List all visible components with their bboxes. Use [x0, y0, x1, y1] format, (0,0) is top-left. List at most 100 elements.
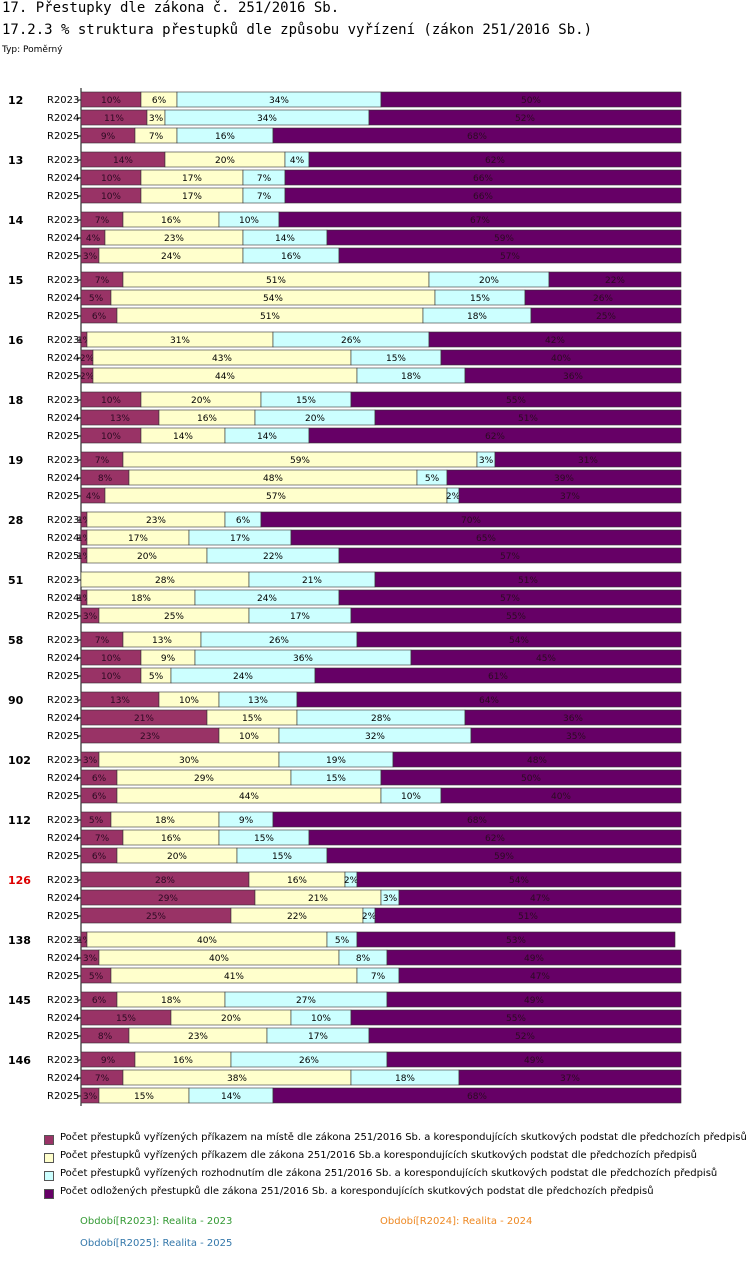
legend-label-on-spot: Počet přestupků vyřízených příkazem na m… [60, 1132, 747, 1143]
legend-label-deferred: Počet odložených přestupků dle zákona 25… [60, 1186, 654, 1197]
bar-value-label: 10% [101, 192, 121, 202]
bar-value-label: 68% [467, 1092, 487, 1102]
bar-segment-deferred [524, 289, 682, 306]
bar-value-label: 6% [152, 96, 167, 106]
bar-value-label: 9% [239, 816, 254, 826]
bar-value-label: 25% [596, 312, 616, 322]
bar-segment-deferred [338, 547, 682, 564]
period-2025: Období[R2025]: Realita - 2025 [80, 1238, 233, 1249]
bar-value-label: 47% [530, 972, 550, 982]
bar-value-label: 14% [173, 432, 193, 442]
bar-value-label: 40% [551, 354, 571, 364]
bar-value-label: 55% [506, 612, 526, 622]
legend-swatch-on-spot [44, 1135, 54, 1145]
bar-segment-deferred [308, 829, 682, 846]
bar-value-label: 49% [524, 1056, 544, 1066]
bar-value-label: 7% [257, 192, 272, 202]
bar-value-label: 17% [128, 534, 148, 544]
row-label: R2024 [47, 893, 79, 904]
bar-value-label: 5% [89, 294, 104, 304]
bar-value-label: 7% [371, 972, 386, 982]
bar-value-label: 51% [518, 576, 538, 586]
bar-segment-deferred [368, 1027, 682, 1044]
bar-value-label: 49% [524, 996, 544, 1006]
bar-value-label: 35% [566, 732, 586, 742]
bar-value-label: 40% [551, 792, 571, 802]
bar-value-label: 18% [467, 312, 487, 322]
bar-segment-deferred [374, 409, 682, 426]
bar-value-label: 22% [263, 552, 283, 562]
row-label: R2024 [47, 353, 79, 364]
bar-value-label: 2% [344, 876, 359, 886]
bar-value-label: 44% [215, 372, 235, 382]
bar-value-label: 26% [341, 336, 361, 346]
bar-value-label: 37% [560, 1074, 580, 1084]
bar-value-label: 28% [155, 576, 175, 586]
category-label: 102 [8, 754, 31, 767]
bar-segment-deferred [272, 127, 682, 144]
bar-value-label: 3% [83, 612, 98, 622]
bar-value-label: 50% [521, 96, 541, 106]
row-label: R2023 [47, 575, 79, 586]
bar-segment-deferred [380, 769, 682, 786]
category-label: 16 [8, 334, 24, 347]
bar-segment-deferred [440, 349, 682, 366]
bar-segment-deferred [350, 1009, 682, 1026]
bar-segment-deferred [356, 871, 682, 888]
bar-value-label: 15% [326, 774, 346, 784]
bar-value-label: 32% [365, 732, 385, 742]
bar-value-label: 10% [239, 732, 259, 742]
chart-title: 17. Přestupky dle zákona č. 251/2016 Sb. [2, 0, 340, 16]
bar-value-label: 17% [182, 174, 202, 184]
category-label: 19 [8, 454, 23, 467]
bar-value-label: 21% [302, 576, 322, 586]
row-label: R2024 [47, 1073, 79, 1084]
row-label: R2023 [47, 875, 79, 886]
bar-value-label: 20% [215, 156, 235, 166]
bar-segment-deferred [338, 247, 682, 264]
bar-value-label: 22% [287, 912, 307, 922]
bar-value-label: 36% [563, 372, 583, 382]
bar-value-label: 7% [95, 834, 110, 844]
row-label: R2025 [47, 911, 79, 922]
bar-value-label: 16% [161, 834, 181, 844]
bar-value-label: 3% [149, 114, 164, 124]
bar-segment-deferred [368, 109, 682, 126]
bar-value-label: 20% [191, 396, 211, 406]
bar-value-label: 18% [395, 1074, 415, 1084]
category-label: 138 [8, 934, 31, 947]
bar-value-label: 15% [116, 1014, 136, 1024]
bar-value-label: 6% [92, 312, 107, 322]
bar-value-label: 24% [233, 672, 253, 682]
bar-segment-deferred [464, 709, 682, 726]
bar-segment-deferred [410, 649, 682, 666]
bar-value-label: 47% [530, 894, 550, 904]
chart-type-label: Typ: Poměrný [2, 45, 63, 55]
bar-value-label: 51% [260, 312, 280, 322]
bar-value-label: 11% [104, 114, 124, 124]
bar-value-label: 10% [101, 174, 121, 184]
bar-segment-deferred [356, 931, 676, 948]
bar-value-label: 28% [371, 714, 391, 724]
bar-value-label: 23% [140, 732, 160, 742]
bar-value-label: 6% [236, 516, 251, 526]
row-label: R2025 [47, 191, 79, 202]
row-label: R2023 [47, 215, 79, 226]
bar-value-label: 5% [149, 672, 164, 682]
bar-value-label: 52% [515, 1032, 535, 1042]
bar-value-label: 6% [92, 792, 107, 802]
bar-segment-deferred [290, 529, 682, 546]
bar-value-label: 68% [467, 132, 487, 142]
bar-value-label: 27% [296, 996, 316, 1006]
bar-value-label: 7% [257, 174, 272, 184]
bar-value-label: 54% [509, 876, 529, 886]
bar-value-label: 4% [86, 234, 101, 244]
bar-value-label: 49% [524, 954, 544, 964]
row-label: R2024 [47, 473, 79, 484]
bar-value-label: 8% [356, 954, 371, 964]
bar-value-label: 7% [149, 132, 164, 142]
row-label: R2025 [47, 611, 79, 622]
bar-value-label: 10% [101, 672, 121, 682]
row-label: R2023 [47, 335, 79, 346]
bar-value-label: 7% [95, 1074, 110, 1084]
